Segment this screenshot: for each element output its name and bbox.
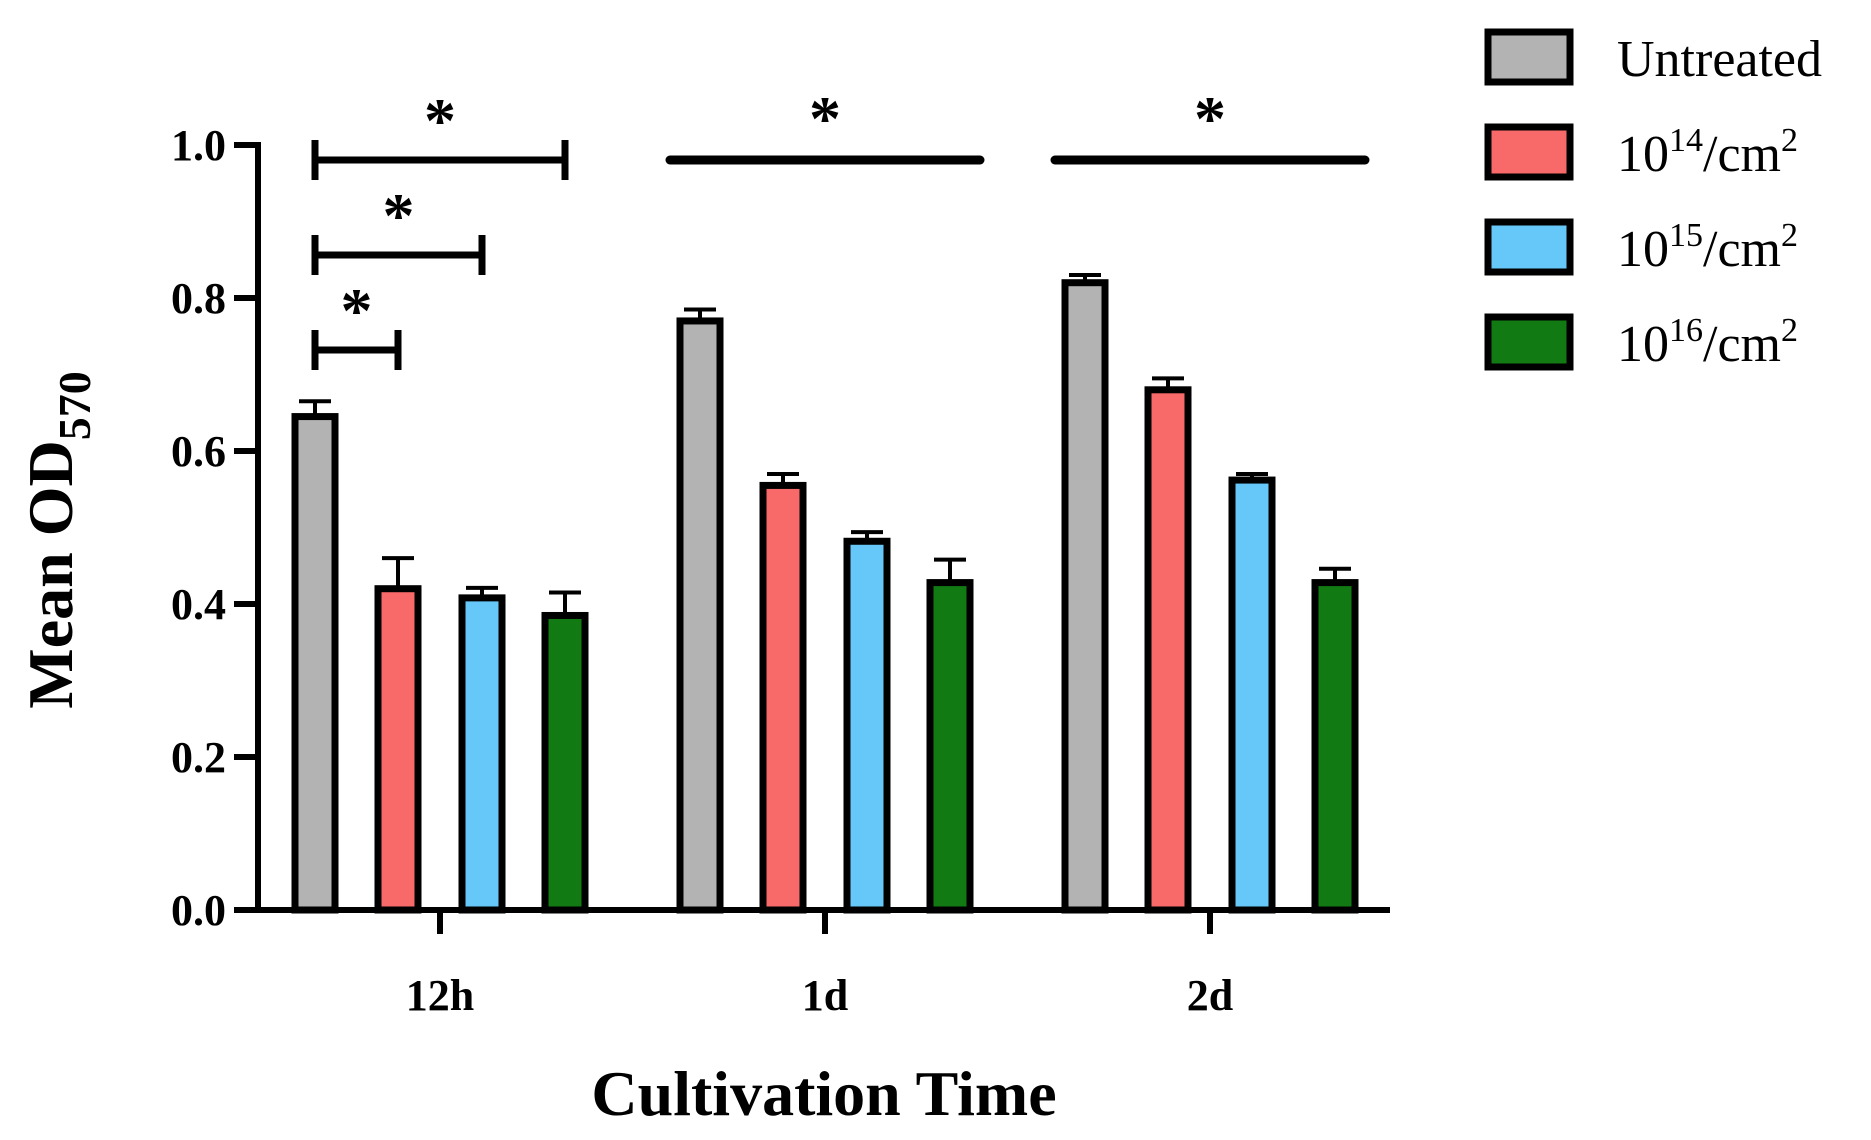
bar: [1228, 476, 1276, 914]
bar: [1311, 579, 1359, 914]
y-axis-title: Mean OD570: [15, 371, 100, 708]
legend-swatch: [1484, 28, 1574, 86]
y-tick-label: 1.0: [171, 121, 226, 170]
legend-label-unit-exponent: 2: [1781, 312, 1798, 349]
y-tick-label: 0.6: [171, 427, 226, 476]
significance-star: *: [383, 180, 415, 251]
legend-label-unit-exponent: 2: [1781, 217, 1798, 254]
legend-swatch: [1484, 218, 1574, 276]
legend-label-unit: /cm: [1703, 126, 1781, 183]
y-tick-label: 0.8: [171, 274, 226, 323]
x-tick-label: 2d: [1187, 971, 1233, 1020]
bar: [1061, 279, 1109, 914]
legend-label-base: 10: [1617, 221, 1669, 278]
bar: [926, 579, 974, 914]
x-tick-label: 12h: [406, 971, 474, 1020]
y-tick-label: 0.0: [171, 886, 226, 935]
legend-label: 1014/cm2: [1617, 122, 1798, 183]
bar: [759, 481, 807, 914]
bar: [458, 594, 506, 914]
legend-label-unit: /cm: [1703, 316, 1781, 373]
bar: [1144, 386, 1192, 914]
legend-label-exponent: 15: [1669, 217, 1703, 254]
legend-label-unit-exponent: 2: [1781, 122, 1798, 159]
x-tick-label: 1d: [802, 971, 848, 1020]
y-tick-label: 0.4: [171, 580, 226, 629]
x-axis-title: Cultivation Time: [591, 1058, 1056, 1129]
significance-star: *: [1194, 83, 1226, 154]
significance-star: *: [424, 85, 456, 156]
legend-label: 1015/cm2: [1617, 217, 1798, 278]
legend-label-exponent: 14: [1669, 122, 1703, 159]
bar: [541, 611, 589, 914]
bars: [291, 273, 1359, 914]
legend-label: Untreated: [1617, 31, 1822, 88]
bar: [291, 413, 339, 914]
bar: [843, 537, 891, 914]
y-axis-title-main: Mean OD: [15, 440, 86, 708]
y-axis-title-subscript: 570: [49, 371, 100, 440]
legend-label-base: Untreated: [1617, 31, 1822, 88]
bar: [374, 585, 422, 914]
y-tick-label: 0.2: [171, 733, 226, 782]
axes: 0.0 0.2 0.4 0.6 0.8 1.0 12h 1d 2d: [171, 121, 1390, 1020]
bar: [676, 317, 724, 914]
significance-annotations: **** *: [311, 83, 1370, 370]
legend-label-exponent: 16: [1669, 312, 1703, 349]
significance-star: *: [341, 275, 373, 346]
legend-swatch: [1484, 313, 1574, 371]
legend-label-base: 10: [1617, 316, 1669, 373]
legend-label: 1016/cm2: [1617, 312, 1798, 373]
legend-label-unit: /cm: [1703, 221, 1781, 278]
legend-label-base: 10: [1617, 126, 1669, 183]
legend-swatch: [1484, 123, 1574, 181]
significance-star: *: [809, 83, 841, 154]
